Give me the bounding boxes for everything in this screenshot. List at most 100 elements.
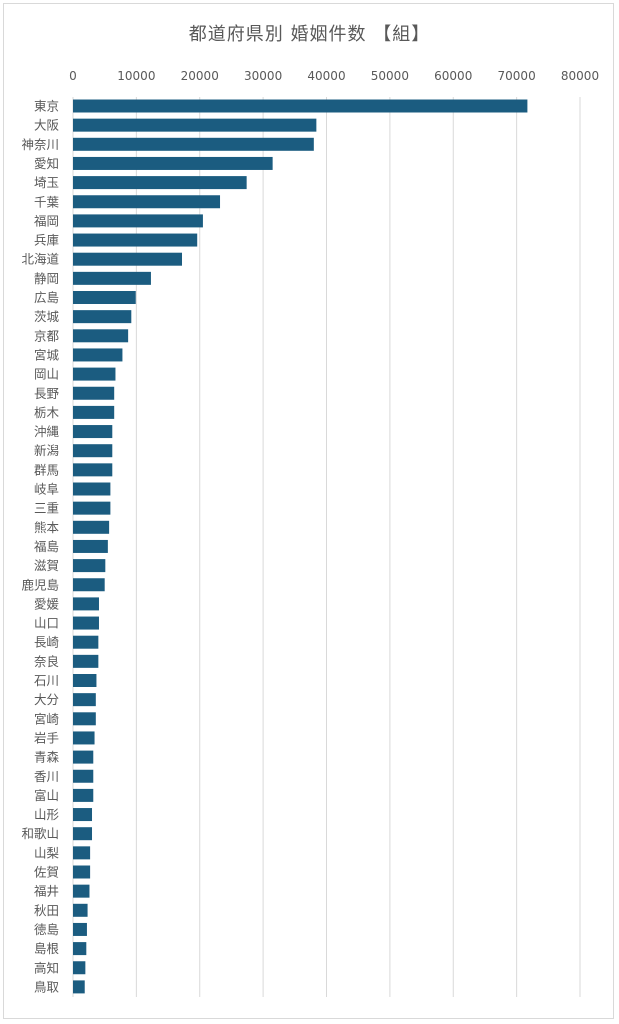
bar [73, 903, 88, 917]
bar [73, 520, 110, 534]
category-label: 神奈川 [21, 137, 59, 152]
x-tick-label: 50000 [371, 69, 409, 83]
category-label: 山形 [34, 807, 60, 822]
category-label: 東京 [34, 99, 59, 114]
gridlines [72, 97, 581, 997]
category-label: 奈良 [34, 654, 59, 669]
bar [73, 865, 91, 879]
bar [73, 808, 93, 822]
bar [73, 980, 85, 994]
bar [73, 463, 113, 477]
category-label: 静岡 [34, 271, 59, 286]
category-label: 徳島 [34, 922, 59, 937]
bar [73, 348, 123, 362]
category-label: 三重 [34, 501, 59, 516]
x-tick-label: 30000 [244, 69, 282, 83]
bar [73, 693, 96, 707]
bar [73, 922, 87, 936]
category-label: 福井 [34, 884, 59, 899]
category-label: 茨城 [34, 309, 60, 324]
category-label: 愛媛 [34, 596, 60, 611]
category-label: 宮崎 [34, 711, 60, 726]
x-tick-label: 40000 [307, 69, 345, 83]
bar [73, 176, 247, 190]
bar [73, 214, 203, 228]
category-label: 埼玉 [34, 175, 59, 190]
category-label: 沖縄 [34, 424, 60, 439]
category-label: 栃木 [34, 405, 60, 420]
x-tick-label: 0 [69, 69, 77, 83]
category-label: 山梨 [34, 845, 60, 860]
bar [73, 137, 314, 151]
category-label: 香川 [34, 769, 59, 784]
category-label: 山口 [34, 616, 59, 631]
bar [73, 501, 111, 515]
bar [73, 405, 115, 419]
category-label: 福島 [34, 539, 59, 554]
category-label: 千葉 [34, 194, 60, 209]
bar [73, 712, 96, 726]
x-tick-label: 60000 [434, 69, 472, 83]
category-label: 岐阜 [34, 482, 59, 497]
bar [73, 271, 151, 285]
category-label: 長野 [34, 386, 60, 401]
bar [73, 654, 99, 668]
category-label: 大阪 [34, 118, 60, 133]
category-label: 佐賀 [34, 865, 59, 880]
bar [73, 425, 113, 439]
bar [73, 961, 86, 975]
bar [73, 252, 183, 266]
bar [73, 99, 528, 113]
bar [73, 329, 129, 343]
x-axis-ticks: 0 10000 20000 30000 40000 50000 60000 70000 8000… [69, 69, 599, 83]
bar [73, 156, 273, 170]
bar [73, 559, 106, 573]
bar [73, 616, 99, 630]
category-label: 岩手 [34, 730, 59, 745]
category-label: 島根 [34, 941, 60, 956]
category-label: 北海道 [21, 252, 59, 267]
bar [73, 233, 198, 247]
bar [73, 731, 95, 745]
category-label: 京都 [34, 328, 60, 343]
category-label: 兵庫 [34, 233, 59, 248]
category-label: 熊本 [34, 520, 60, 535]
bar [73, 597, 99, 611]
category-labels: 東京大阪神奈川愛知埼玉千葉福岡兵庫北海道静岡広島茨城京都宮城岡山長野栃木沖縄新潟… [21, 99, 59, 995]
category-label: 秋田 [34, 903, 59, 918]
bar [73, 750, 94, 764]
x-tick-label: 10000 [117, 69, 155, 83]
category-label: 新潟 [34, 443, 59, 458]
category-label: 富山 [34, 788, 59, 803]
category-label: 群馬 [34, 462, 59, 477]
category-label: 鳥取 [34, 979, 60, 994]
category-label: 大分 [34, 692, 59, 707]
category-label: 岡山 [34, 367, 59, 382]
bar [73, 827, 93, 841]
bar [73, 635, 99, 649]
bar [73, 578, 105, 592]
category-label: 愛知 [34, 156, 59, 171]
bars [73, 99, 528, 994]
chart-title: 都道府県別 婚姻件数 【組】 [188, 24, 431, 45]
bar [73, 884, 90, 898]
bar [73, 769, 94, 783]
category-label: 鹿児島 [21, 577, 59, 592]
x-tick-label: 20000 [181, 69, 219, 83]
category-label: 青森 [34, 750, 60, 765]
category-label: 宮城 [34, 347, 60, 362]
bar [73, 482, 111, 496]
bar [73, 846, 91, 860]
bar [73, 367, 116, 381]
category-label: 高知 [34, 960, 59, 975]
bar [73, 788, 94, 802]
bar [73, 386, 115, 400]
bar [73, 118, 317, 132]
bar [73, 674, 97, 687]
x-tick-label: 70000 [498, 69, 536, 83]
category-label: 広島 [34, 290, 59, 305]
category-label: 滋賀 [34, 558, 59, 573]
x-tick-label: 80000 [561, 69, 599, 83]
bar [73, 539, 108, 553]
